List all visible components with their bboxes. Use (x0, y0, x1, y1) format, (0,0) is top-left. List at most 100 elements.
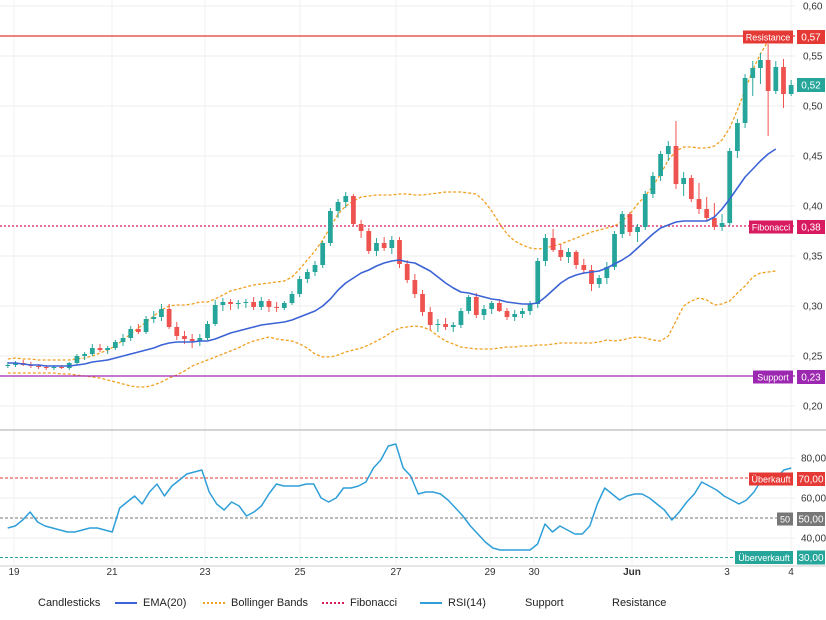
legend-item-bollinger-bands[interactable]: Bollinger Bands (203, 597, 308, 609)
candle[interactable] (235, 300, 241, 309)
candle[interactable] (758, 53, 763, 84)
candle[interactable] (604, 262, 610, 284)
rsi-oversold-badge: Überverkauft 30,00 (735, 550, 825, 565)
candle[interactable] (688, 175, 694, 202)
candle[interactable] (358, 220, 364, 238)
candle[interactable] (550, 229, 556, 252)
chart-canvas[interactable]: 0,60 0,55 0,50 0,45 0,40 0,35 0,30 0,25 0,20 80,0… (0, 0, 826, 600)
candle[interactable] (82, 352, 88, 360)
candle[interactable] (343, 192, 349, 208)
candle[interactable] (781, 59, 786, 108)
legend-item-candlesticks[interactable]: Candlesticks (38, 597, 100, 609)
candle[interactable] (773, 61, 779, 94)
candle[interactable] (750, 61, 756, 96)
candle[interactable] (504, 308, 510, 320)
candle[interactable] (351, 194, 356, 226)
candle[interactable] (443, 318, 448, 330)
candle[interactable] (589, 265, 594, 291)
candle[interactable] (642, 191, 648, 230)
candle[interactable] (496, 299, 502, 312)
candle[interactable] (581, 259, 587, 274)
candle[interactable] (788, 80, 794, 96)
candle[interactable] (381, 237, 387, 251)
candle[interactable] (274, 302, 280, 312)
candle[interactable] (89, 344, 95, 356)
candle[interactable] (266, 299, 272, 312)
candle[interactable] (450, 322, 456, 332)
candle[interactable] (420, 290, 425, 316)
candle[interactable] (112, 340, 118, 350)
candle[interactable] (189, 334, 195, 348)
candle[interactable] (128, 326, 134, 341)
candle[interactable] (212, 300, 218, 326)
candle[interactable] (458, 308, 464, 328)
candle[interactable] (374, 238, 379, 256)
candle[interactable] (619, 211, 625, 238)
candle[interactable] (251, 297, 256, 310)
candle[interactable] (335, 199, 341, 218)
candle[interactable] (650, 172, 656, 198)
candle[interactable] (159, 304, 164, 321)
candle[interactable] (397, 237, 402, 268)
candle[interactable] (151, 311, 157, 323)
candle[interactable] (13, 361, 18, 367)
candle[interactable] (681, 172, 687, 196)
candle[interactable] (258, 297, 264, 310)
candle[interactable] (596, 275, 602, 288)
candle[interactable] (427, 307, 433, 330)
candle[interactable] (404, 260, 410, 283)
candle[interactable] (97, 344, 103, 352)
candle[interactable] (665, 141, 671, 161)
candle[interactable] (174, 322, 180, 340)
candle[interactable] (74, 354, 80, 365)
candle[interactable] (466, 295, 471, 314)
candle[interactable] (412, 274, 418, 298)
candle[interactable] (120, 334, 126, 346)
candle[interactable] (312, 261, 318, 276)
candle[interactable] (105, 346, 111, 354)
candle[interactable] (228, 299, 233, 310)
candle[interactable] (558, 244, 564, 261)
candle[interactable] (136, 324, 141, 334)
candle[interactable] (765, 44, 771, 136)
candle[interactable] (473, 293, 479, 318)
candle[interactable] (297, 276, 303, 297)
candle[interactable] (742, 74, 748, 128)
candle[interactable] (205, 321, 210, 340)
candle[interactable] (635, 224, 640, 242)
candle[interactable] (627, 212, 633, 236)
candle[interactable] (197, 334, 203, 346)
candle[interactable] (243, 299, 249, 308)
candle[interactable] (289, 291, 295, 305)
candle[interactable] (673, 121, 679, 189)
candle[interactable] (573, 250, 579, 269)
candle[interactable] (658, 151, 663, 181)
legend-item-ema-20[interactable]: EMA(20) (115, 597, 186, 609)
candle[interactable] (719, 214, 725, 231)
candle[interactable] (304, 269, 310, 283)
candle[interactable] (389, 236, 395, 254)
candle[interactable] (566, 248, 571, 263)
legend-item-support[interactable]: Support (525, 597, 564, 609)
candle[interactable] (366, 228, 372, 254)
legend-item-resistance[interactable]: Resistance (612, 597, 666, 609)
candle[interactable] (696, 183, 702, 214)
candle[interactable] (727, 148, 733, 226)
candle[interactable] (143, 316, 149, 334)
candle[interactable] (166, 304, 172, 329)
candle[interactable] (320, 241, 326, 268)
candle[interactable] (543, 234, 548, 266)
candle[interactable] (481, 305, 487, 320)
legend-item-rsi-14[interactable]: RSI(14) (420, 597, 486, 609)
candle[interactable] (519, 308, 525, 318)
candle[interactable] (704, 197, 710, 221)
candle[interactable] (220, 298, 226, 311)
candle[interactable] (535, 258, 541, 308)
candle[interactable] (435, 319, 441, 332)
candle[interactable] (512, 310, 518, 321)
candle[interactable] (735, 119, 740, 158)
candle[interactable] (328, 208, 333, 246)
candle[interactable] (489, 301, 495, 314)
candle[interactable] (281, 301, 287, 310)
legend-item-fibonacci[interactable]: Fibonacci (322, 597, 397, 609)
